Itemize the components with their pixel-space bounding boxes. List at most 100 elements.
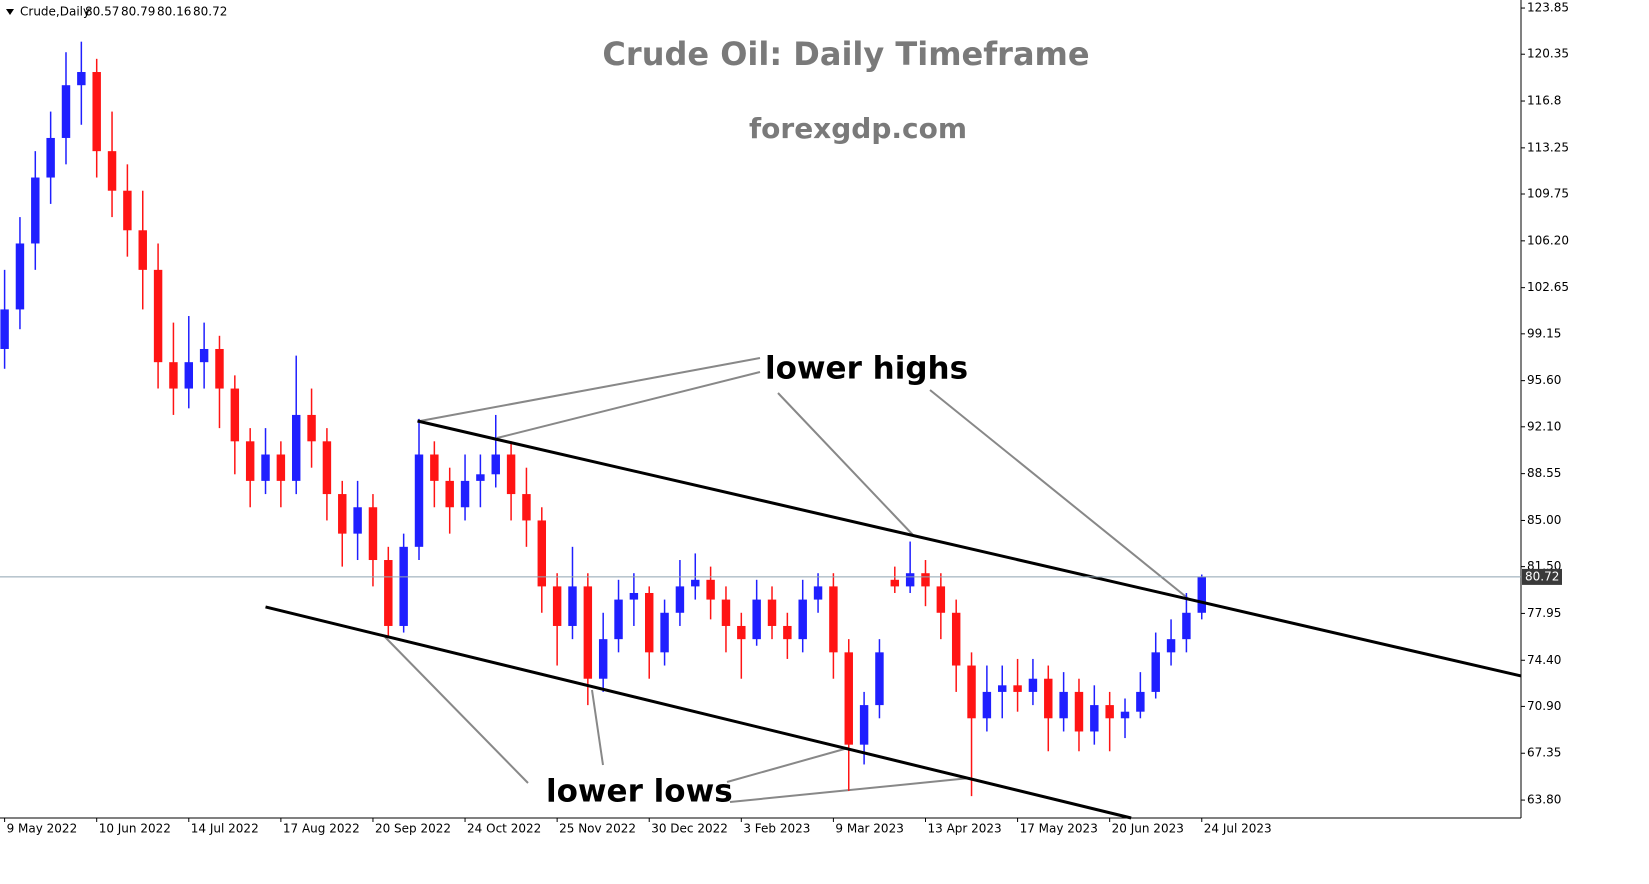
candle-body bbox=[1105, 705, 1114, 719]
candle-body bbox=[1028, 678, 1038, 692]
candle-body bbox=[215, 348, 224, 389]
y-tick-label: 63.80 bbox=[1527, 793, 1561, 807]
candle-body bbox=[675, 586, 685, 613]
candle-body bbox=[384, 560, 393, 626]
x-tick-label: 25 Nov 2022 bbox=[559, 822, 636, 836]
candle-body bbox=[1074, 691, 1084, 732]
candle-body bbox=[1166, 639, 1176, 653]
candle-body bbox=[414, 454, 424, 547]
candle-body bbox=[491, 454, 500, 475]
candle-body bbox=[783, 625, 792, 640]
y-tick-label: 106.20 bbox=[1527, 233, 1569, 247]
candle-body bbox=[522, 494, 531, 521]
candle-body bbox=[951, 612, 961, 666]
ohlc-value: 80.72 bbox=[193, 5, 227, 19]
ohlc-value: 80.16 bbox=[157, 5, 191, 19]
candle-body bbox=[1090, 705, 1099, 732]
x-tick-label: 20 Jun 2023 bbox=[1112, 822, 1184, 836]
candle-body bbox=[107, 151, 117, 191]
candle-body bbox=[583, 586, 593, 679]
candle-body bbox=[537, 520, 547, 587]
candle-body bbox=[767, 599, 777, 626]
candle-body bbox=[614, 599, 623, 640]
candle-body bbox=[0, 309, 9, 349]
candle-body bbox=[261, 454, 270, 481]
pointer bbox=[419, 357, 761, 422]
y-tick-label: 74.40 bbox=[1527, 653, 1561, 667]
candle-body bbox=[322, 441, 332, 495]
candle-body bbox=[184, 362, 194, 389]
ohlc-value: 80.57 bbox=[85, 5, 119, 19]
candle-body bbox=[1059, 691, 1068, 719]
y-tick-label: 88.55 bbox=[1527, 466, 1561, 480]
pointer bbox=[726, 747, 849, 783]
candle-body bbox=[230, 388, 240, 442]
candle-body bbox=[1013, 685, 1022, 692]
candle-body bbox=[1044, 678, 1053, 719]
candle-body bbox=[629, 592, 639, 600]
candle-body bbox=[859, 705, 869, 745]
chart-title: Crude Oil: Daily Timeframe bbox=[602, 35, 1089, 73]
candle-body bbox=[829, 586, 838, 653]
price-label-box bbox=[1522, 568, 1562, 585]
candle-body bbox=[307, 414, 316, 442]
candle-body bbox=[813, 586, 823, 600]
candle-body bbox=[844, 652, 853, 745]
pointer bbox=[929, 389, 1191, 601]
candle-body bbox=[368, 507, 378, 561]
candle-body bbox=[1182, 612, 1191, 640]
pointer bbox=[729, 777, 971, 803]
candle-body bbox=[1120, 711, 1130, 719]
candle-body bbox=[276, 454, 286, 481]
y-tick-label: 92.10 bbox=[1527, 419, 1561, 433]
y-tick-label: 102.65 bbox=[1527, 280, 1569, 294]
candle-body bbox=[1136, 691, 1145, 712]
candle-body bbox=[77, 72, 86, 86]
y-tick-label: 77.95 bbox=[1527, 606, 1561, 620]
x-tick-label: 9 May 2022 bbox=[7, 822, 78, 836]
x-tick-label: 30 Dec 2022 bbox=[651, 822, 728, 836]
y-tick-label: 95.60 bbox=[1527, 373, 1561, 387]
x-tick-label: 9 Mar 2023 bbox=[835, 822, 903, 836]
x-tick-label: 24 Oct 2022 bbox=[467, 822, 541, 836]
candle-body bbox=[721, 599, 731, 626]
candle-body bbox=[752, 599, 761, 640]
y-tick-label: 123.85 bbox=[1527, 1, 1569, 15]
annotation: lower highs bbox=[765, 351, 968, 387]
symbol: Crude,Daily bbox=[20, 5, 90, 19]
x-tick-label: 17 May 2023 bbox=[1020, 822, 1098, 836]
pointer bbox=[384, 636, 529, 784]
candle-body bbox=[660, 612, 669, 653]
pointer bbox=[777, 392, 914, 536]
candle-body bbox=[905, 573, 915, 587]
x-tick-label: 13 Apr 2023 bbox=[927, 822, 1001, 836]
candle-body bbox=[506, 454, 516, 495]
candle-body bbox=[46, 137, 55, 178]
candle-body bbox=[123, 190, 132, 231]
pointers bbox=[384, 357, 1191, 803]
x-tick-label: 24 Jul 2023 bbox=[1204, 822, 1272, 836]
candle-body bbox=[476, 474, 485, 481]
candle-body bbox=[552, 586, 562, 626]
candle-body bbox=[921, 573, 930, 587]
candle-body bbox=[169, 362, 178, 389]
y-tick-label: 70.90 bbox=[1527, 699, 1561, 713]
candle-body bbox=[798, 599, 807, 640]
candle-body bbox=[138, 230, 147, 270]
candle-body bbox=[691, 579, 700, 587]
menu-arrow bbox=[6, 9, 14, 15]
y-tick-label: 99.15 bbox=[1527, 326, 1561, 340]
y-tick-label: 109.75 bbox=[1527, 187, 1569, 201]
ohlc-header: 80.57 80.79 80.16 80.72 bbox=[85, 5, 227, 19]
candle-body bbox=[153, 269, 163, 363]
candle-body bbox=[1197, 576, 1206, 613]
x-tick-label: 17 Aug 2022 bbox=[283, 822, 360, 836]
x-tick-label: 14 Jul 2022 bbox=[191, 822, 259, 836]
candle-body bbox=[245, 441, 255, 481]
ohlc-value: 80.79 bbox=[121, 5, 155, 19]
candle-body bbox=[338, 494, 347, 534]
price-label: 80.72 bbox=[1525, 569, 1559, 583]
y-tick-label: 113.25 bbox=[1527, 140, 1569, 154]
annotation: lower lows bbox=[546, 774, 733, 810]
